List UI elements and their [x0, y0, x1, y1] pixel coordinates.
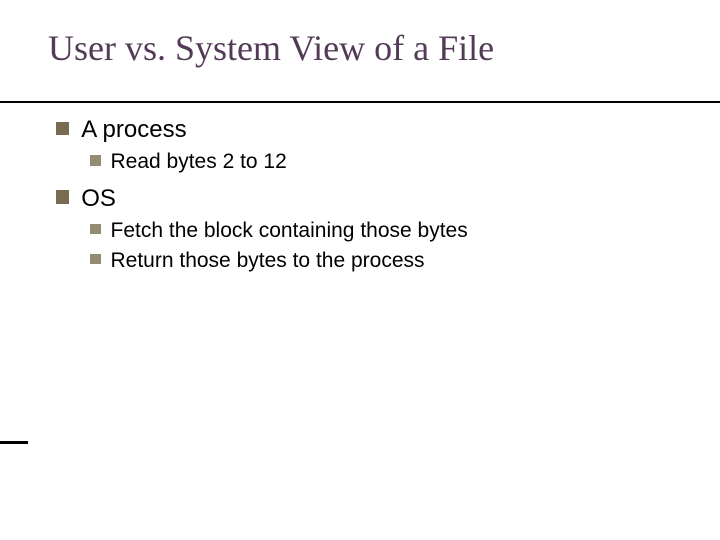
slide-title: User vs. System View of a File [48, 28, 672, 79]
decorative-left-bar [0, 441, 28, 444]
bullet-item-lvl2: Read bytes 2 to 12 [90, 149, 672, 175]
bullet-text: Read bytes 2 to 12 [111, 149, 673, 175]
square-bullet-icon [90, 224, 101, 235]
square-bullet-icon [56, 122, 69, 135]
slide: User vs. System View of a File A process… [0, 0, 720, 540]
bullet-item-lvl2: Fetch the block containing those bytes [90, 218, 672, 244]
square-bullet-icon [56, 190, 69, 203]
bullet-item-lvl2: Return those bytes to the process [90, 248, 672, 274]
bullet-group: A process Read bytes 2 to 12 [56, 115, 672, 175]
bullet-group: OS Fetch the block containing those byte… [56, 184, 672, 275]
bullet-text: A process [81, 115, 672, 145]
square-bullet-icon [90, 254, 101, 265]
bullet-text: OS [81, 184, 672, 214]
bullet-text: Fetch the block containing those bytes [111, 218, 673, 244]
bullet-item-lvl1: OS [56, 184, 672, 214]
bullet-text: Return those bytes to the process [111, 248, 673, 274]
square-bullet-icon [90, 155, 101, 166]
bullet-item-lvl1: A process [56, 115, 672, 145]
slide-body: A process Read bytes 2 to 12 OS Fetch th… [48, 103, 672, 274]
